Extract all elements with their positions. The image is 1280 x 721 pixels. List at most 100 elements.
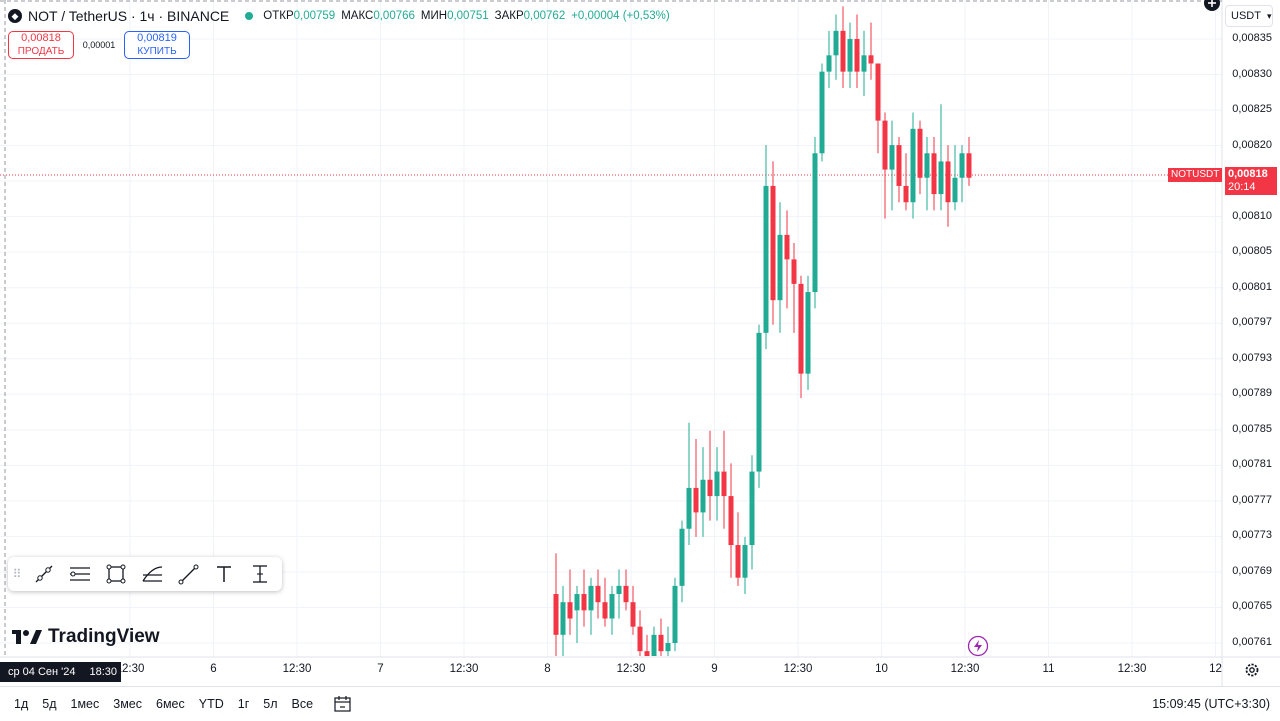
candle-body — [672, 585, 678, 643]
candle-body — [903, 185, 909, 203]
price-axis-label: 0,00805 — [1232, 245, 1272, 258]
candle-body — [756, 332, 762, 472]
price-axis-label: 0,00797 — [1232, 316, 1272, 329]
candle-up — [651, 626, 657, 656]
candle-down — [931, 136, 937, 211]
candle-body — [917, 128, 923, 178]
fib-icon[interactable] — [134, 557, 170, 591]
candle-body — [567, 602, 573, 619]
time-axis-label: 8 — [544, 663, 551, 675]
candle-body — [728, 496, 734, 546]
candle-up — [777, 202, 783, 333]
candle-down — [707, 430, 713, 521]
sell-button[interactable]: 0,00818 ПРОДАТЬ — [8, 31, 74, 59]
candle-body — [637, 626, 643, 652]
crosshair-time: 18:30 — [89, 666, 118, 678]
market-status-dot[interactable] — [245, 12, 254, 20]
candle-body — [588, 585, 594, 611]
sell-price: 0,00818 — [21, 32, 61, 44]
drag-handle-icon[interactable]: ⠿ — [12, 567, 22, 581]
price-axis-label: 0,00830 — [1232, 67, 1272, 80]
parallel-lines-icon[interactable] — [62, 557, 98, 591]
trade-panel: 0,00818 ПРОДАТЬ 0,00001 0,00819 КУПИТЬ — [8, 31, 190, 59]
plus-icon[interactable] — [1203, 0, 1221, 12]
candle-body — [574, 594, 580, 611]
time-axis-label: 12:30 — [115, 663, 145, 675]
trend-line-icon[interactable] — [26, 557, 62, 591]
clock-timezone[interactable]: 15:09:45 (UTC+3:30) — [1152, 697, 1270, 711]
buy-button[interactable]: 0,00819 КУПИТЬ — [124, 31, 190, 59]
candle-up — [742, 536, 748, 595]
price-axis-label: 0,00825 — [1232, 103, 1272, 116]
candle-body — [693, 487, 699, 513]
candle-body — [805, 292, 811, 374]
flash-icon[interactable] — [967, 635, 989, 657]
candle-body — [861, 55, 867, 72]
candle-body — [763, 185, 769, 333]
sell-label: ПРОДАТЬ — [17, 46, 65, 57]
currency-selector[interactable]: USDT ▾ — [1225, 5, 1273, 27]
low-value: 0,00751 — [447, 10, 489, 22]
candle-down — [798, 275, 804, 399]
buy-label: КУПИТЬ — [137, 46, 177, 57]
candle-up — [700, 447, 706, 537]
text-icon[interactable] — [206, 557, 242, 591]
candle-body — [553, 594, 559, 635]
range-6m[interactable]: 6мес — [156, 697, 185, 711]
symbol-title[interactable]: NOT / TetherUS · 1ч · BINANCE — [28, 8, 230, 24]
candle-down — [602, 577, 608, 627]
settings-icon[interactable] — [1243, 661, 1261, 679]
measure-icon[interactable] — [242, 557, 278, 591]
open-value: 0,00759 — [293, 10, 336, 22]
price-axis-label: 0,00785 — [1232, 422, 1272, 435]
candle-up — [560, 585, 566, 656]
calendar-icon[interactable] — [333, 695, 353, 713]
candle-body — [595, 585, 601, 603]
candle-body — [889, 145, 895, 170]
candle-body — [868, 55, 874, 64]
candle-down — [791, 243, 797, 333]
price-axis-label: 0,00761 — [1232, 636, 1272, 648]
candle-up — [889, 120, 895, 211]
candle-up — [952, 145, 958, 211]
range-1d[interactable]: 1д — [14, 697, 29, 711]
time-axis-label: 11 — [1042, 663, 1055, 675]
tradingview-logo[interactable]: TradingView — [12, 626, 160, 648]
candle-down — [693, 438, 699, 537]
range-1y[interactable]: 1г — [237, 697, 250, 711]
time-axis-label: 10 — [875, 663, 888, 675]
range-ytd[interactable]: YTD — [198, 697, 224, 711]
price-axis-label: 0,00810 — [1232, 209, 1272, 222]
range-5d[interactable]: 5д — [42, 697, 57, 711]
price-axis-label: 0,00793 — [1232, 351, 1272, 364]
price-axis-label: 0,00781 — [1232, 458, 1272, 471]
crosshair-date-badge: ср 04 Сен '24 18:30 — [0, 662, 121, 682]
candle-up — [819, 63, 825, 162]
logo-text: TradingView — [48, 626, 160, 647]
symbol-price-tag: NOTUSDT — [1168, 168, 1223, 182]
range-3m[interactable]: 3мес — [113, 697, 142, 711]
candlestick-chart[interactable] — [0, 0, 1280, 686]
tradingview-logo-icon — [12, 630, 42, 644]
line-icon[interactable] — [170, 557, 206, 591]
candle-down — [630, 585, 636, 635]
range-all[interactable]: Все — [291, 697, 314, 711]
candle-up — [574, 585, 580, 643]
candle-body — [651, 634, 657, 656]
time-axis-label: 12 — [1209, 663, 1222, 675]
rectangle-icon[interactable] — [98, 557, 134, 591]
price-axis-label: 0,00789 — [1232, 387, 1272, 400]
price-axis-label: 0,00769 — [1232, 564, 1272, 577]
symbol-icon[interactable]: ◆ — [8, 9, 22, 23]
candle-down — [735, 512, 741, 586]
candle-up — [665, 626, 671, 656]
close-label: ЗАКР — [494, 10, 524, 22]
range-5y[interactable]: 5л — [263, 697, 278, 711]
candle-down — [868, 22, 874, 80]
candle-up — [763, 145, 769, 350]
candle-down — [966, 136, 972, 186]
candle-down — [882, 112, 888, 219]
ohlc-values: ОТКР0,00759 МАКС0,00766 МИН0,00751 ЗАКР0… — [263, 10, 669, 22]
candle-body — [924, 153, 930, 178]
range-1m[interactable]: 1мес — [70, 697, 100, 711]
